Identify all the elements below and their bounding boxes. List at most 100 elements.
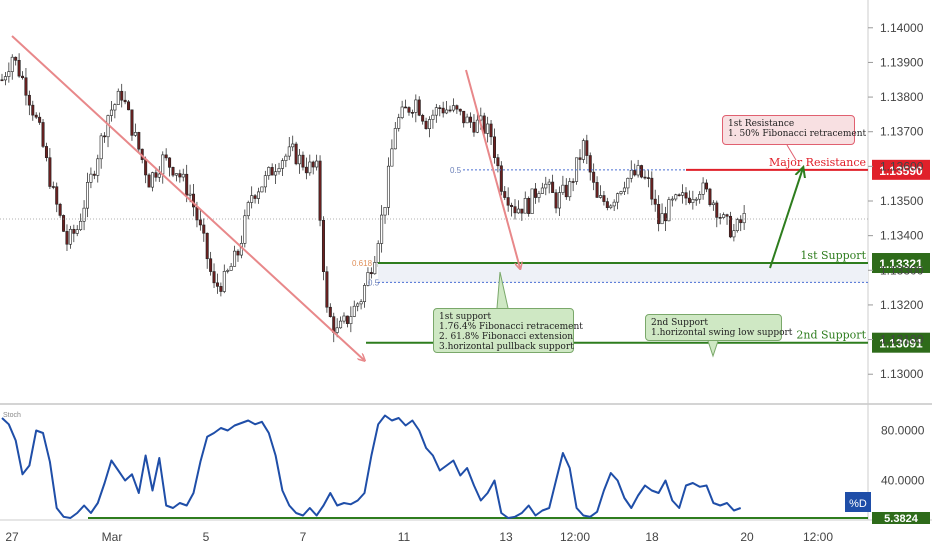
- levels-layer: 0.5 0.618 0.5 Major Resistance 1.13590 1st Su…: [0, 156, 930, 353]
- swing-down-arrow: [11, 35, 364, 360]
- candle-body: [349, 316, 353, 324]
- candle-body: [646, 177, 650, 179]
- first-resistance-callout: 1st Resistance 1. 50% Fibonacci retracem…: [722, 115, 866, 145]
- candle-body: [660, 213, 664, 225]
- candle-body: [226, 270, 230, 272]
- candle-body: [516, 208, 520, 214]
- candle-body: [10, 56, 14, 72]
- candle-body: [147, 174, 151, 188]
- candle-body: [728, 215, 732, 238]
- candle-body: [246, 202, 250, 217]
- candle-body: [527, 198, 531, 214]
- candle-body: [31, 104, 35, 116]
- candle-body: [725, 214, 729, 217]
- candle-body: [475, 119, 479, 133]
- candle-body: [256, 191, 260, 199]
- candle-body: [534, 188, 538, 198]
- candle-body: [369, 272, 373, 275]
- candle-body: [424, 120, 428, 130]
- candle-body: [598, 195, 602, 198]
- candle-body: [602, 195, 606, 202]
- candle-body: [657, 203, 661, 225]
- candle-body: [400, 106, 404, 118]
- candle-body: [250, 195, 254, 203]
- price-tick-label: 1.13700: [880, 125, 924, 139]
- candle-body: [164, 154, 168, 159]
- candle-body: [561, 184, 565, 193]
- candle-body: [109, 109, 113, 116]
- candle-body: [133, 132, 137, 136]
- stochastic-panel: Stoch 80.0000 40.0000 %D 5.3824: [1, 412, 930, 525]
- axes-layer: 1.140001.139001.138001.137001.136001.135…: [5, 21, 923, 544]
- candle-body: [192, 193, 196, 208]
- candle-body: [222, 271, 226, 292]
- fib-zone: [378, 263, 868, 283]
- candle-body: [48, 157, 52, 187]
- candle-body: [684, 192, 688, 199]
- pd-badge: [845, 492, 871, 512]
- candle-body: [503, 191, 507, 198]
- candle-body: [127, 101, 131, 111]
- candle-body: [407, 107, 411, 113]
- candles-layer: [0, 53, 746, 343]
- candle-body: [92, 173, 96, 176]
- fib-label-618: 0.618: [352, 259, 373, 268]
- candle-body: [215, 282, 219, 287]
- candle-body: [506, 197, 510, 206]
- candle-body: [212, 271, 216, 284]
- candle-body: [592, 171, 596, 183]
- candle-body: [663, 213, 667, 222]
- candle-body: [41, 122, 45, 147]
- candle-body: [219, 286, 223, 292]
- resistance-callout-pointer: [786, 144, 797, 161]
- candle-body: [44, 146, 48, 158]
- candle-body: [544, 183, 548, 189]
- candle-body: [209, 258, 213, 272]
- stoch-last-badge: [872, 512, 930, 524]
- candle-body: [280, 160, 284, 169]
- candle-body: [742, 213, 746, 224]
- candle-body: [185, 173, 189, 196]
- candle-body: [653, 198, 657, 205]
- candle-body: [605, 201, 609, 208]
- level-value-text: 1.13091: [879, 337, 923, 351]
- candle-body: [335, 327, 339, 333]
- time-tick-label: 18: [645, 530, 659, 544]
- price-tick-label: 1.13200: [880, 298, 924, 312]
- time-tick-label: 12:00: [803, 530, 833, 544]
- candle-body: [650, 177, 654, 200]
- candle-body: [698, 194, 702, 200]
- candle-body: [718, 217, 722, 219]
- price-tick-label: 1.13400: [880, 229, 924, 243]
- candle-body: [458, 108, 462, 112]
- candle-body: [636, 165, 640, 176]
- candle-body: [233, 250, 237, 267]
- candle-body: [68, 228, 72, 245]
- candle-body: [270, 167, 274, 176]
- candle-body: [499, 165, 503, 192]
- candle-body: [715, 202, 719, 218]
- stoch-tick-label: 80.0000: [881, 424, 925, 438]
- candle-body: [588, 155, 592, 173]
- candle-body: [14, 56, 18, 61]
- candle-body: [711, 202, 715, 206]
- candle-body: [0, 79, 4, 82]
- candle-body: [274, 171, 278, 176]
- candle-body: [89, 173, 93, 183]
- level-value-badge: [872, 159, 930, 180]
- candle-body: [540, 187, 544, 194]
- candle-body: [366, 272, 370, 286]
- candle-body: [178, 173, 182, 178]
- candle-body: [537, 193, 541, 198]
- candle-body: [267, 167, 271, 176]
- candle-body: [198, 219, 202, 226]
- candle-body: [291, 143, 295, 148]
- price-tick-label: 1.13300: [880, 263, 924, 277]
- candle-body: [441, 107, 445, 114]
- candle-body: [404, 106, 408, 109]
- candle-body: [174, 173, 178, 176]
- stoch-indicator-label: Stoch: [3, 412, 21, 419]
- candle-body: [578, 157, 582, 160]
